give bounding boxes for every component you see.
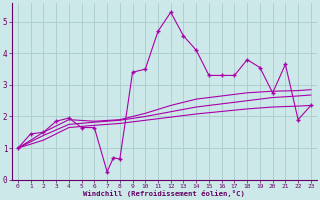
X-axis label: Windchill (Refroidissement éolien,°C): Windchill (Refroidissement éolien,°C) <box>84 190 245 197</box>
